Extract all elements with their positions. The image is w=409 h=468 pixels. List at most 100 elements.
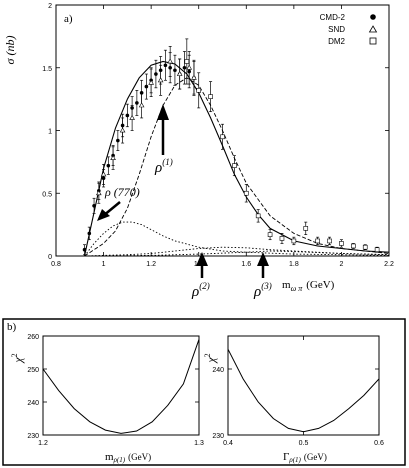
legend-marker-cmd2 [370,14,376,20]
data-point-snd [119,127,126,133]
data-point-cmd2 [92,204,96,208]
x-tick-label: 2.2 [384,261,394,268]
data-point-snd [191,74,197,80]
panel-b-right-xlabel: Γρ(1) (GeV) [283,451,327,464]
y-tick-label: 240 [27,400,39,407]
panel-a-fit-curves [83,60,390,257]
x-tick-label: 0.8 [51,261,61,268]
label-rho1: ρ(1) [154,157,173,176]
data-point-cmd2 [106,163,111,168]
data-point-cmd2 [125,113,130,118]
label-rho2-sup: (2) [199,281,210,291]
y-tick-label: 1 [48,129,52,136]
arrow-rho1-head [157,104,169,120]
data-point-cmd2 [135,101,139,105]
data-point-snd [96,190,102,196]
panel-b-right-x-ticks: 0.4 0.5 0.6 [223,336,384,447]
y-tick-label: 0.5 [42,191,52,198]
data-point-dm2 [303,226,309,231]
data-point-snd [186,64,193,70]
panel-b-left-ylabel-sup: 2 [10,353,19,357]
panel-a-xlabel-main: m [282,279,291,291]
label-rho3: ρ(3) [253,281,272,300]
x-tick-label: 2 [339,261,343,268]
data-point-snd [157,77,164,83]
panel-b-right-ylabel-main: χ [204,357,218,364]
arrow-rho3-head [257,252,269,266]
legend-entry-cmd2: CMD-2 [320,13,346,22]
panel-b-right-y-ticks: 230 240 [212,367,379,440]
data-point-snd [167,58,173,64]
panel-a-xlabel: mω π (GeV) [282,279,335,293]
y-tick-label: 260 [27,334,39,341]
panel-b-left-xlabel-main: m [105,451,114,463]
data-point-cmd2 [116,138,120,143]
x-tick-label: 1.6 [241,261,251,268]
data-point-dm2 [243,190,249,196]
data-point-cmd2 [144,84,149,89]
panel-b-left-ylabel-main: χ [11,357,25,364]
panel-b-right-xlabel-main: Γ [283,451,289,463]
fit-curve-solid [83,60,390,257]
x-tick-label: 1.2 [38,440,48,447]
data-point-dm2 [339,241,344,246]
data-point-snd [138,102,145,108]
panel-b-left-xlabel: mρ(1) (GeV) [105,451,151,464]
data-point-snd [100,171,107,177]
data-point-cmd2 [87,231,92,236]
data-point-dm2 [196,88,202,93]
x-tick-label: 0.5 [299,440,309,447]
fit-curve-dotted [84,221,390,257]
legend-marker-snd [368,25,378,33]
annotations: ρ(1) ρ (770) ρ(2) ρ(3) [97,104,272,300]
panel-a: a) σ (nb) 00.511.52 0.811.21.41.61.822.2… [3,3,394,300]
data-point-dm2 [267,232,273,237]
data-point-cmd2 [82,247,87,252]
y-tick-label: 240 [212,367,224,374]
y-tick-label: 0 [48,254,52,261]
label-rho2: ρ(2) [191,281,210,300]
panel-b-left-xlabel-unit: (GeV) [128,452,151,462]
panel-b-left-xlabel-sub: ρ(1) [113,456,126,464]
panel-b-right-chi2-curve [227,348,380,433]
panel-a-xlabel-sub: ω π [291,284,304,293]
y-tick-label: 250 [27,367,39,374]
panel-b-right-ylabel: χ2 [203,353,218,363]
x-tick-label: 1.8 [289,261,299,268]
panel-b-left-ylabel: χ2 [10,353,25,363]
x-tick-label: 0.4 [223,440,233,447]
data-point-snd [129,114,135,120]
legend: CMD-2 SND DM2 [320,13,378,46]
data-point-snd [110,154,116,161]
data-point-dm2 [327,238,332,244]
data-point-cmd2 [182,65,187,70]
label-rho3-sup: (3) [261,281,272,291]
panel-b-left-chi2-curve [42,339,200,434]
legend-entry-dm2: DM2 [328,37,345,46]
panel-b-left-y-ticks: 230 240 250 260 [27,334,199,440]
panel-b-frame [2,318,406,466]
legend-entry-snd: SND [328,25,345,34]
label-rho3-main: ρ [253,284,261,300]
panel-a-ylabel: σ (nb) [3,36,17,65]
panel-a-xlabel-unit: (GeV) [306,279,334,291]
y-tick-label: 2 [48,3,52,10]
panel-b-left-plot-frame [42,335,200,436]
arrow-rho770-head [97,209,110,221]
panel-b-label: b) [7,321,17,333]
label-rho770: ρ (770) [104,185,140,199]
data-point-snd [176,70,183,76]
data-point-dm2 [362,244,368,250]
fit-curve-dashed [84,77,390,257]
x-tick-label: 1.2 [146,261,156,268]
legend-marker-dm2 [369,37,377,45]
arrow-rho2-head [196,252,208,266]
x-tick-label: 0.6 [374,440,384,447]
data-point-dm2 [208,94,213,99]
label-rho2-main: ρ [191,284,199,300]
data-point-dm2 [232,163,237,168]
fit-curve-dotted [84,250,390,257]
data-point-dm2 [351,243,356,249]
x-tick-label: 1 [102,261,106,268]
